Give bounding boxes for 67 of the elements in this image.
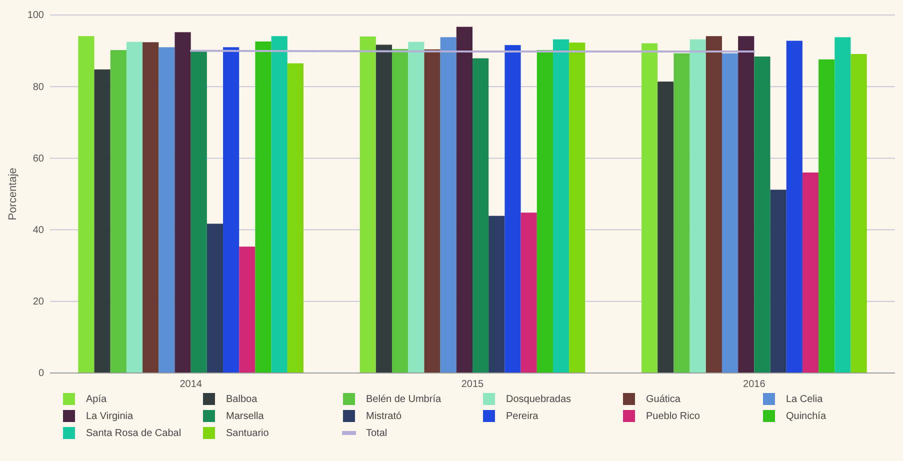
bar: [802, 172, 819, 373]
y-axis-title: Porcentaje: [7, 168, 19, 220]
legend-label: Belén de Umbría: [366, 394, 442, 406]
bar: [271, 36, 288, 373]
bar: [658, 82, 674, 373]
legend-label: Total: [366, 428, 388, 440]
bar: [174, 32, 191, 373]
bar: [520, 212, 537, 373]
bar: [440, 37, 456, 373]
legend-label: La Celia: [786, 394, 824, 406]
bar: [552, 39, 570, 373]
bar: [706, 36, 722, 373]
y-tick-label: 20: [32, 296, 44, 308]
bar: [456, 26, 472, 373]
legend-label: Dosquebradas: [506, 394, 572, 406]
bar: [287, 63, 304, 373]
x-tick-label: 2016: [743, 379, 766, 390]
bar: [569, 42, 586, 373]
legend-label: Apía: [86, 394, 108, 406]
bar: [94, 69, 110, 373]
bar: [223, 47, 240, 373]
y-tick-label: 0: [38, 368, 44, 380]
bar: [690, 39, 706, 373]
legend-label: La Virginia: [86, 411, 134, 422]
bar: [834, 37, 851, 373]
bar: [408, 42, 424, 373]
bar: [504, 45, 521, 373]
bar: [78, 36, 94, 373]
legend-label: Santuario: [226, 428, 270, 440]
bar: [255, 41, 272, 373]
bar: [754, 56, 770, 373]
bar: [818, 59, 835, 373]
bar: [488, 216, 505, 373]
bar: [392, 49, 408, 373]
bar: [738, 36, 754, 373]
bar: [110, 50, 126, 373]
bar: [722, 53, 738, 373]
legend-label: Quinchía: [786, 411, 826, 422]
x-tick-label: 2014: [180, 379, 202, 390]
x-tick-label: 2015: [461, 379, 484, 390]
bar: [472, 58, 489, 373]
bar: [642, 43, 658, 373]
bar: [239, 246, 256, 373]
y-tick-label: 80: [32, 82, 44, 93]
bar: [536, 50, 553, 373]
bar: [126, 42, 143, 373]
bar: [142, 42, 159, 373]
bar: [786, 40, 802, 373]
legend-label: Santa Rosa de Cabal: [86, 428, 182, 440]
bar: [674, 53, 690, 373]
bar: [770, 190, 786, 373]
legend-label: Pueblo Rico: [646, 411, 700, 422]
bar: [360, 36, 376, 373]
y-tick-label: 40: [32, 225, 44, 236]
legend-label: Guática: [646, 394, 681, 406]
bar: [190, 50, 207, 373]
legend-label: Balboa: [226, 394, 258, 406]
bar: [376, 44, 392, 373]
bar: [850, 54, 867, 373]
bar: [158, 47, 175, 373]
y-tick-label: 100: [27, 10, 44, 22]
legend-label: Pereira: [506, 411, 539, 422]
y-tick-label: 60: [32, 153, 44, 164]
bar: [424, 49, 440, 373]
legend-label: Marsella: [226, 411, 264, 422]
bar: [206, 224, 224, 373]
legend-label: Mistrató: [366, 411, 402, 422]
